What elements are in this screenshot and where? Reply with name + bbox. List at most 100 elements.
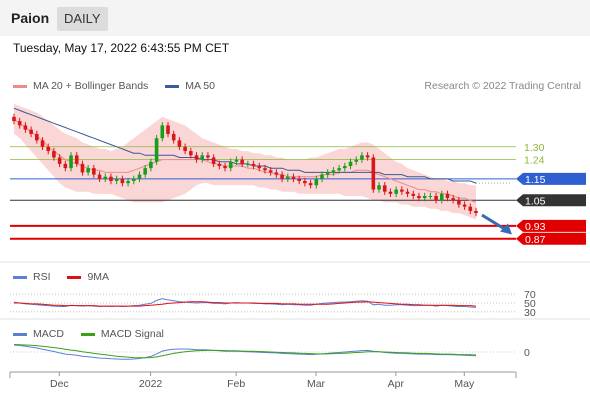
x-tick-label-5: May xyxy=(454,378,475,390)
candle-body-63 xyxy=(371,157,376,190)
price-legend: MA 20 + Bollinger Bands MA 50 xyxy=(13,80,229,92)
candle-body-72 xyxy=(422,195,427,199)
candle-body-9 xyxy=(63,163,68,169)
level-labels: 1.301.24 1.15 1.05 0.930.87 xyxy=(516,142,586,246)
rsi-ma-line xyxy=(14,301,477,307)
candle-body-53 xyxy=(314,178,319,186)
level-label-0: 1.30 xyxy=(524,142,545,154)
candle-body-50 xyxy=(297,178,301,181)
candle-body-22 xyxy=(137,174,142,179)
level-label-4: 0.93 xyxy=(525,221,546,233)
rsi-legend: RSI 9MA xyxy=(13,271,123,283)
candle-body-39 xyxy=(234,159,239,162)
candles xyxy=(12,113,478,217)
rsi-tick-2: 30 xyxy=(524,307,536,319)
candle-body-14 xyxy=(92,168,96,175)
legend-swatch-rsi-ma xyxy=(67,275,82,279)
legend-label-ma50: MA 50 xyxy=(185,80,215,92)
level-label-5: 0.87 xyxy=(525,234,546,246)
level-badge-3 xyxy=(516,194,586,207)
candle-body-77 xyxy=(451,198,455,201)
candle-body-78 xyxy=(457,200,461,205)
candle-body-47 xyxy=(280,174,284,179)
candle-body-25 xyxy=(154,138,159,162)
macd-signal-line xyxy=(13,344,477,359)
ticker-name: Paion xyxy=(11,10,50,26)
bollinger-band xyxy=(14,104,476,220)
candle-body-31 xyxy=(189,151,193,156)
candle-body-68 xyxy=(400,189,404,192)
candle-body-81 xyxy=(474,210,478,214)
candle-body-43 xyxy=(257,166,262,169)
candle-body-46 xyxy=(274,172,279,175)
legend-swatch-ma50 xyxy=(165,84,180,88)
legend-label-rsi-ma: 9MA xyxy=(87,271,110,283)
candle-body-42 xyxy=(251,163,256,167)
macd-tick-0: 0 xyxy=(524,347,530,359)
candle-body-41 xyxy=(246,163,250,165)
level-badge-5 xyxy=(516,232,586,245)
bollinger-band-area xyxy=(14,104,476,220)
candle-body-19 xyxy=(120,178,125,184)
candle-body-23 xyxy=(143,168,147,175)
candle-body-40 xyxy=(240,159,244,164)
candle-body-75 xyxy=(439,193,444,201)
legend-item-ma20: MA 20 + Bollinger Bands xyxy=(13,80,148,92)
legend-item-macd-signal: MACD Signal xyxy=(80,328,164,340)
x-tick-label-4: Apr xyxy=(388,378,405,390)
candle-body-15 xyxy=(97,174,102,179)
candle-body-56 xyxy=(331,170,336,173)
candle-body-18 xyxy=(114,178,119,181)
candle-body-79 xyxy=(462,204,467,207)
candle-body-13 xyxy=(86,168,90,173)
candle-body-29 xyxy=(177,140,182,147)
candle-body-65 xyxy=(382,185,387,192)
candle-body-32 xyxy=(194,155,199,160)
candle-body-24 xyxy=(149,161,153,169)
candle-body-66 xyxy=(388,191,393,194)
macd-legend: MACD MACD Signal xyxy=(13,328,178,340)
candle-body-1 xyxy=(17,121,22,126)
candle-body-2 xyxy=(23,125,28,130)
level-badge-4 xyxy=(516,219,586,232)
candle-body-37 xyxy=(223,166,227,169)
candle-body-21 xyxy=(131,178,136,181)
candle-body-59 xyxy=(348,161,353,167)
candle-body-58 xyxy=(343,166,347,169)
rsi-tick-1: 50 xyxy=(524,298,536,310)
period-button[interactable]: DAILY xyxy=(57,7,108,31)
level-lines xyxy=(10,146,516,240)
candle-body-74 xyxy=(434,195,438,201)
legend-item-rsi: RSI xyxy=(13,271,51,283)
candle-body-38 xyxy=(228,161,233,169)
candle-body-44 xyxy=(263,168,267,171)
candle-body-49 xyxy=(291,176,296,179)
candle-body-76 xyxy=(445,193,450,199)
candle-body-33 xyxy=(200,155,205,160)
candle-body-0 xyxy=(12,116,16,122)
legend-label-ma20: MA 20 + Bollinger Bands xyxy=(33,80,149,92)
candle-body-60 xyxy=(354,159,359,162)
credit-label: Research © 2022 Trading Central xyxy=(424,80,581,92)
candle-body-62 xyxy=(365,155,370,158)
legend-label-macd-signal: MACD Signal xyxy=(100,328,164,340)
candle-body-6 xyxy=(46,146,51,152)
candle-body-36 xyxy=(217,163,222,167)
top-bar: Paion DAILY xyxy=(0,0,590,36)
candle-body-54 xyxy=(320,174,324,179)
candle-body-48 xyxy=(285,176,290,179)
candle-body-71 xyxy=(417,195,421,199)
candle-body-17 xyxy=(109,176,113,181)
legend-swatch-macd-signal xyxy=(80,332,95,336)
candle-body-20 xyxy=(126,181,130,184)
candle-body-8 xyxy=(57,157,62,164)
level-badge-2 xyxy=(516,172,586,185)
candle-body-52 xyxy=(308,183,313,186)
candle-body-26 xyxy=(160,125,165,139)
x-tick-label-1: 2022 xyxy=(139,378,163,390)
candle-body-51 xyxy=(303,181,307,184)
level-label-3: 1.05 xyxy=(525,195,546,207)
legend-label-macd: MACD xyxy=(33,328,64,340)
